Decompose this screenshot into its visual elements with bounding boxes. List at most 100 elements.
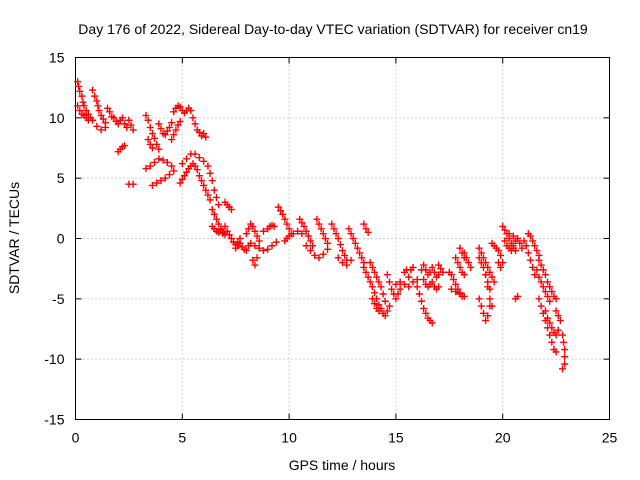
data-point bbox=[309, 242, 317, 250]
data-point bbox=[377, 304, 385, 312]
data-point bbox=[477, 249, 485, 257]
data-point bbox=[375, 301, 383, 309]
data-point bbox=[311, 251, 319, 259]
data-point bbox=[204, 191, 212, 199]
data-point bbox=[324, 239, 332, 247]
y-tick-label: 10 bbox=[49, 110, 65, 126]
data-point bbox=[537, 261, 545, 269]
y-tick-label: -5 bbox=[52, 291, 65, 307]
axis-ticks bbox=[75, 57, 610, 420]
data-point bbox=[313, 215, 321, 223]
data-point bbox=[544, 278, 552, 286]
data-point bbox=[546, 297, 554, 305]
data-point bbox=[187, 107, 195, 115]
data-point bbox=[259, 247, 267, 255]
data-point bbox=[99, 115, 107, 123]
data-point bbox=[129, 180, 137, 188]
data-point bbox=[544, 292, 552, 300]
data-point bbox=[475, 244, 483, 252]
data-point bbox=[76, 107, 84, 115]
data-point bbox=[89, 86, 97, 94]
data-point bbox=[259, 227, 267, 235]
data-point bbox=[422, 266, 430, 274]
data-point bbox=[552, 348, 560, 356]
data-point bbox=[514, 235, 522, 242]
data-point bbox=[180, 172, 188, 180]
data-point bbox=[339, 247, 346, 255]
data-point bbox=[392, 295, 400, 303]
data-point bbox=[396, 278, 404, 286]
data-points bbox=[74, 78, 569, 373]
data-point bbox=[552, 307, 560, 315]
data-point bbox=[381, 312, 389, 320]
data-point bbox=[225, 231, 233, 239]
data-point bbox=[106, 108, 114, 116]
data-point bbox=[76, 87, 84, 95]
data-point bbox=[405, 273, 413, 281]
data-point bbox=[356, 249, 364, 257]
data-point bbox=[91, 92, 99, 100]
data-point bbox=[202, 186, 210, 194]
data-point bbox=[183, 168, 191, 176]
data-point bbox=[264, 245, 272, 253]
data-point bbox=[223, 227, 231, 235]
data-point bbox=[541, 271, 549, 279]
data-point bbox=[409, 278, 417, 286]
data-point bbox=[494, 247, 502, 255]
data-point bbox=[334, 254, 342, 262]
data-point bbox=[317, 225, 325, 233]
data-point bbox=[364, 273, 372, 281]
data-point bbox=[247, 239, 255, 247]
data-point bbox=[497, 263, 505, 271]
data-point bbox=[533, 247, 541, 255]
data-point bbox=[524, 249, 532, 257]
data-point bbox=[520, 237, 528, 245]
data-point bbox=[104, 104, 112, 112]
data-point bbox=[300, 222, 308, 230]
data-point bbox=[157, 177, 165, 185]
data-point bbox=[541, 288, 549, 296]
data-point bbox=[526, 256, 534, 264]
data-point bbox=[298, 219, 306, 227]
data-point bbox=[479, 263, 487, 271]
data-point bbox=[526, 232, 534, 240]
data-point bbox=[561, 346, 569, 354]
data-point bbox=[215, 220, 223, 228]
data-point bbox=[285, 232, 293, 240]
data-point bbox=[385, 278, 393, 286]
data-point bbox=[121, 142, 129, 150]
data-point bbox=[245, 225, 253, 233]
data-point bbox=[74, 78, 82, 86]
data-point bbox=[400, 280, 408, 288]
data-point bbox=[168, 119, 176, 127]
data-point bbox=[195, 128, 203, 136]
data-point bbox=[251, 227, 259, 235]
data-point bbox=[148, 144, 156, 152]
data-point bbox=[373, 273, 381, 281]
data-point bbox=[161, 131, 169, 139]
data-point bbox=[435, 283, 443, 291]
data-point bbox=[362, 268, 370, 276]
data-point bbox=[157, 125, 165, 133]
data-point bbox=[539, 266, 547, 274]
data-point bbox=[191, 150, 199, 158]
data-point bbox=[341, 251, 349, 259]
data-point bbox=[101, 123, 109, 131]
data-point bbox=[452, 254, 460, 262]
x-tick-label: 20 bbox=[495, 430, 511, 446]
data-point bbox=[413, 283, 421, 291]
data-point bbox=[537, 278, 545, 286]
data-point bbox=[366, 259, 374, 267]
data-point bbox=[533, 266, 541, 274]
x-tick-label: 5 bbox=[178, 430, 186, 446]
data-point bbox=[334, 235, 342, 242]
data-point bbox=[548, 338, 556, 346]
data-point bbox=[227, 235, 235, 242]
data-point bbox=[552, 295, 560, 303]
data-point bbox=[79, 98, 87, 106]
data-point bbox=[227, 206, 235, 214]
data-point bbox=[452, 280, 460, 288]
data-point bbox=[529, 237, 537, 245]
data-point bbox=[383, 307, 391, 315]
data-point bbox=[285, 225, 293, 233]
